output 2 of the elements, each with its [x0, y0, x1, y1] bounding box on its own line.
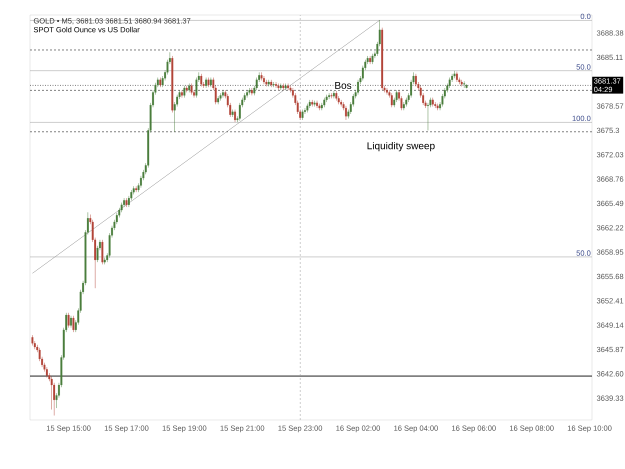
annotation: Liquidity sweep: [368, 142, 435, 152]
annotation: Bos: [335, 82, 352, 89]
